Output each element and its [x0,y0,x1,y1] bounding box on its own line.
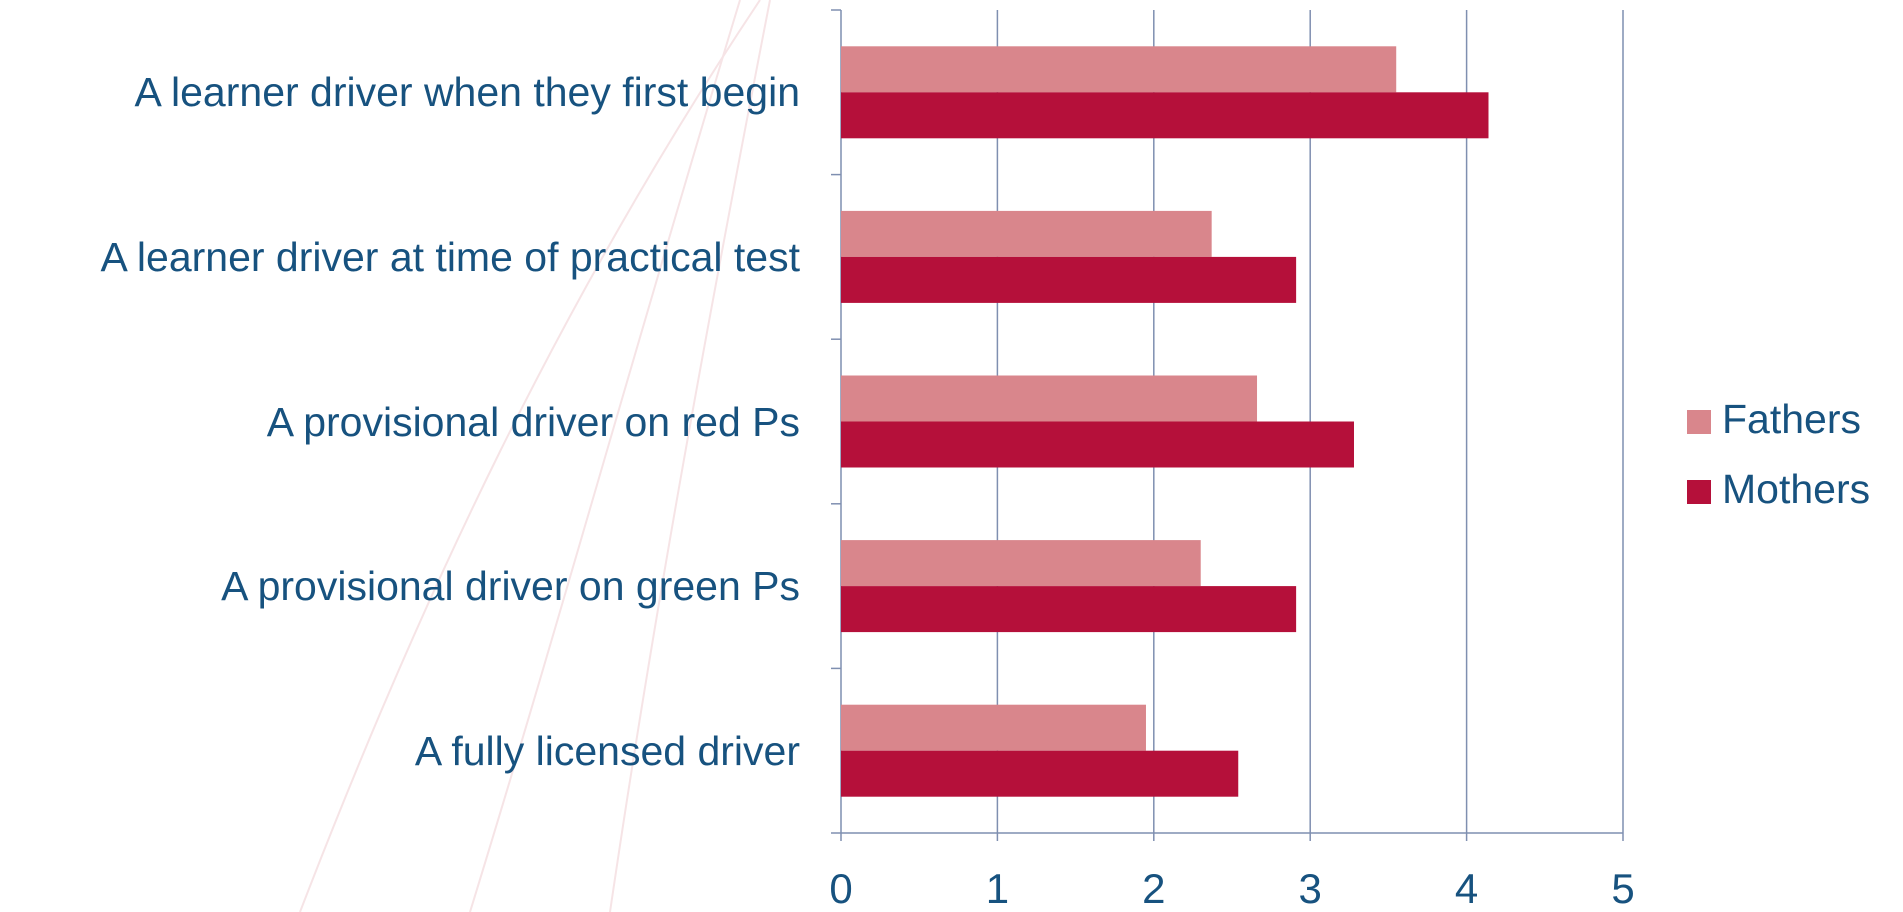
legend-label: Fathers [1722,396,1861,442]
y-tick-label: A fully licensed driver [414,727,800,774]
arc [609,0,771,912]
x-tick-label: 1 [986,865,1009,912]
bar [841,92,1489,139]
bar [841,375,1258,422]
y-tick-label: A learner driver when they first begin [134,69,800,116]
bar [841,704,1146,751]
bar [841,421,1354,468]
x-tick-label: 0 [829,865,852,912]
bar [841,210,1212,257]
y-tick-label: A provisional driver on green Ps [221,563,800,610]
y-tick-label: A provisional driver on red Ps [266,398,800,445]
arc [469,0,741,912]
arc [299,0,761,912]
bar [841,256,1297,303]
x-tick-label: 5 [1611,865,1634,912]
bar [841,750,1239,797]
legend-swatch [1687,480,1711,504]
x-tick-label: 3 [1299,865,1322,912]
x-tick-label: 2 [1142,865,1165,912]
legend-swatch [1687,410,1711,434]
background-arcs [299,0,771,912]
y-tick-label: A learner driver at time of practical te… [100,233,800,280]
bar [841,46,1397,93]
x-tick-label: 4 [1455,865,1478,912]
bar [841,586,1297,633]
legend-label: Mothers [1722,466,1870,512]
bar [841,540,1201,587]
